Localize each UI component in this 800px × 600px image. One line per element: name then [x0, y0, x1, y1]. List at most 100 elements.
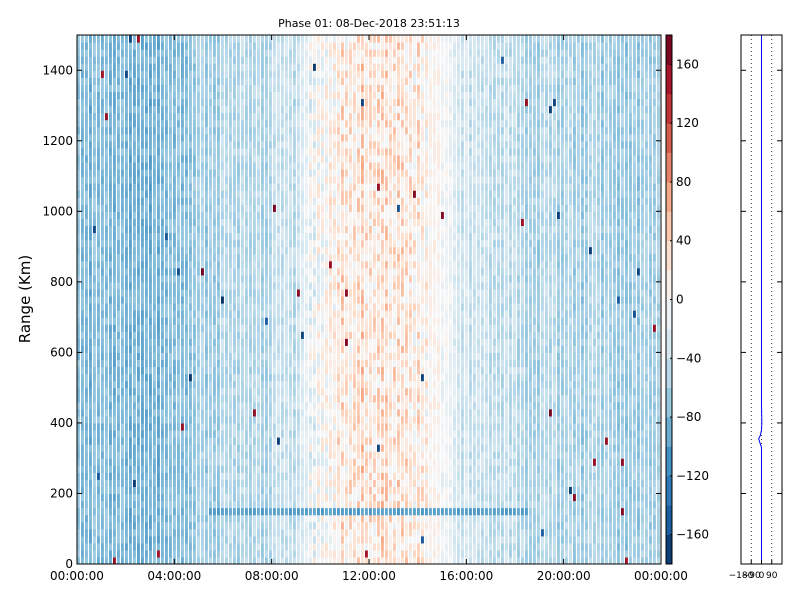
heatmap-cell	[149, 415, 152, 424]
heatmap-cell	[305, 246, 308, 255]
heatmap-cell	[325, 288, 328, 297]
heatmap-cell	[285, 542, 288, 551]
heatmap-cell	[321, 288, 324, 297]
heatmap-cell	[265, 56, 268, 64]
heatmap-cell	[109, 507, 112, 516]
heatmap-cell	[337, 331, 340, 339]
heatmap-cell	[101, 408, 104, 417]
heatmap-cell	[245, 472, 248, 480]
heatmap-cell	[109, 112, 112, 121]
heatmap-cell	[193, 169, 196, 177]
heatmap-cell	[209, 63, 212, 71]
heatmap-cell	[325, 267, 328, 276]
heatmap-cell	[197, 246, 200, 255]
heatmap-cell	[301, 70, 304, 78]
heatmap-cell	[305, 211, 308, 219]
heatmap-cell	[277, 549, 280, 558]
heatmap-cell	[189, 486, 192, 495]
heatmap-cell	[193, 521, 196, 530]
heatmap-cell	[201, 331, 204, 339]
heatmap-cell	[213, 387, 216, 396]
heatmap-cell	[285, 422, 288, 431]
heatmap-cell	[173, 486, 176, 495]
heatmap-cell	[241, 401, 244, 410]
heatmap-cell	[269, 338, 272, 346]
heatmap-cell	[273, 246, 276, 255]
heatmap-cell	[213, 472, 216, 480]
heatmap-cell	[233, 105, 236, 114]
heatmap-cell	[125, 260, 128, 269]
heatmap-cell	[245, 486, 248, 495]
heatmap-cell	[301, 140, 304, 149]
heatmap-cell	[141, 183, 144, 191]
heatmap-cell	[189, 535, 192, 544]
heatmap-cell	[137, 288, 140, 297]
heatmap-cell	[277, 338, 280, 346]
heatmap-cell	[313, 274, 316, 283]
heatmap-cell	[301, 352, 304, 361]
heatmap-cell	[169, 84, 172, 93]
heatmap-cell	[325, 35, 328, 43]
heatmap-cell	[325, 310, 328, 318]
heatmap-cell	[273, 521, 276, 530]
heatmap-cell	[301, 345, 304, 353]
heatmap-cell	[173, 154, 176, 163]
heatmap-cell	[325, 126, 328, 135]
heatmap-cell	[265, 359, 268, 368]
heatmap-cell	[169, 112, 172, 121]
heatmap-cell	[229, 458, 232, 466]
heatmap-cell	[85, 451, 88, 459]
heatmap-cell	[213, 500, 216, 509]
heatmap-cell	[253, 197, 256, 205]
heatmap-cell	[145, 154, 148, 163]
heatmap-cell	[177, 472, 180, 480]
heatmap-cell	[261, 176, 264, 184]
heatmap-cell	[149, 408, 152, 417]
heatmap-cell	[109, 437, 112, 445]
heatmap-cell	[193, 77, 196, 85]
heatmap-cell	[157, 267, 160, 276]
heatmap-cell	[341, 267, 344, 276]
heatmap-cell	[233, 500, 236, 509]
heatmap-cell	[193, 493, 196, 502]
heatmap-cell	[269, 260, 272, 269]
heatmap-cell	[197, 154, 200, 163]
heatmap-cell	[253, 493, 256, 502]
heatmap-cell	[161, 176, 164, 184]
heatmap-cell	[317, 288, 320, 297]
heatmap-cell	[313, 183, 316, 191]
heatmap-cell	[89, 542, 92, 551]
heatmap-cell	[177, 169, 180, 177]
heatmap-cell	[217, 338, 220, 346]
heatmap-cell	[309, 479, 312, 488]
heatmap-cell	[185, 458, 188, 466]
heatmap-cell	[213, 408, 216, 417]
heatmap-cell	[229, 542, 232, 551]
heatmap-cell	[245, 437, 248, 445]
heatmap-cell	[161, 154, 164, 163]
heatmap-cell	[77, 401, 80, 410]
heatmap-cell	[257, 105, 260, 114]
heatmap-cell	[249, 63, 252, 71]
heatmap-cell	[113, 472, 116, 480]
heatmap-cell	[305, 77, 308, 85]
heatmap-cell	[317, 147, 320, 156]
heatmap-cell	[309, 528, 312, 537]
heatmap-cell	[93, 239, 96, 248]
heatmap-cell	[105, 147, 108, 156]
heatmap-cell	[285, 444, 288, 452]
heatmap-cell	[241, 303, 244, 311]
heatmap-cell	[153, 197, 156, 205]
heatmap-cell	[281, 352, 284, 361]
heatmap-cell	[145, 514, 148, 523]
heatmap-cell	[209, 260, 212, 269]
heatmap-cell	[141, 42, 144, 50]
heatmap-cell	[325, 535, 328, 544]
heatmap-cell	[169, 310, 172, 318]
heatmap-cell	[89, 479, 92, 488]
heatmap-cell	[325, 91, 328, 100]
heatmap-cell	[181, 366, 184, 375]
heatmap-cell	[205, 119, 208, 128]
heatmap-cell	[297, 338, 300, 346]
heatmap-cell	[245, 345, 248, 353]
